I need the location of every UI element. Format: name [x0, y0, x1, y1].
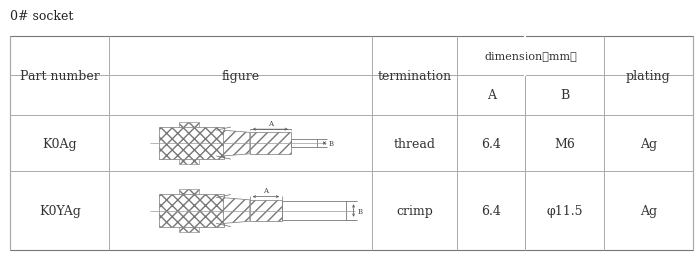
- Text: Ag: Ag: [640, 204, 657, 217]
- Bar: [178, 160, 199, 165]
- Text: termination: termination: [377, 70, 452, 83]
- Text: 6.4: 6.4: [482, 204, 501, 217]
- Text: φ11.5: φ11.5: [546, 204, 583, 217]
- Bar: [178, 227, 199, 232]
- Text: Ag: Ag: [640, 137, 657, 150]
- Bar: [178, 189, 199, 195]
- Bar: [250, 133, 291, 154]
- Bar: [159, 128, 223, 160]
- Text: 6.4: 6.4: [482, 137, 501, 150]
- Polygon shape: [223, 198, 250, 224]
- Text: figure: figure: [221, 70, 260, 83]
- Bar: [250, 200, 282, 221]
- Text: B: B: [329, 139, 334, 148]
- Polygon shape: [223, 131, 250, 156]
- Text: B: B: [358, 207, 363, 215]
- Text: K0Ag: K0Ag: [42, 137, 77, 150]
- Text: plating: plating: [626, 70, 670, 83]
- Text: B: B: [560, 89, 569, 102]
- Text: crimp: crimp: [396, 204, 433, 217]
- Bar: [10, 37, 693, 250]
- Bar: [291, 139, 317, 148]
- Text: A: A: [268, 120, 273, 128]
- Bar: [282, 202, 347, 220]
- Text: M6: M6: [554, 137, 575, 150]
- Text: A: A: [263, 187, 269, 195]
- Bar: [178, 122, 199, 128]
- Text: Part number: Part number: [20, 70, 100, 83]
- Text: 0# socket: 0# socket: [10, 10, 74, 23]
- Text: dimension（mm）: dimension（mm）: [484, 51, 577, 61]
- Text: thread: thread: [393, 137, 436, 150]
- Text: A: A: [487, 89, 496, 102]
- Text: K0YAg: K0YAg: [39, 204, 81, 217]
- Bar: [159, 195, 223, 227]
